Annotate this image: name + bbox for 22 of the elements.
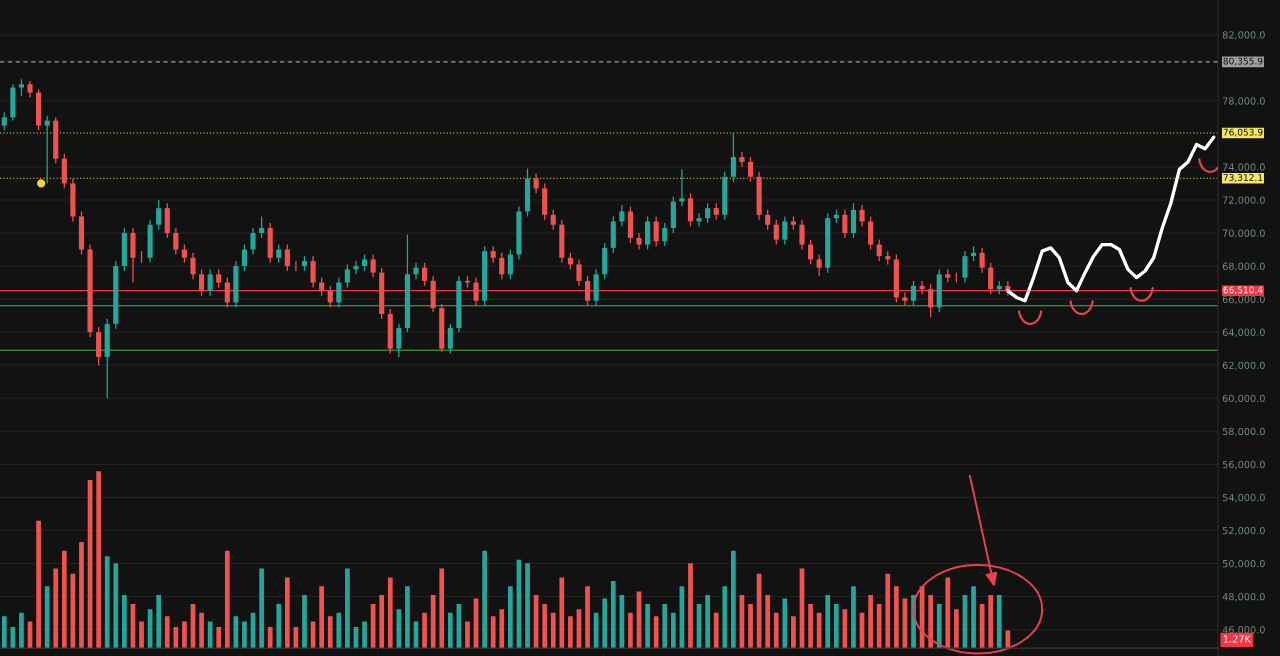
ref-line-label: 76,053.9 [1223,128,1263,137]
y-tick-label: 72,000.0 [1222,196,1265,205]
y-tick-label: 74,000.0 [1222,163,1265,172]
y-tick-label: 68,000.0 [1222,262,1265,271]
ref-line-label: 73,312.1 [1223,174,1263,182]
y-tick-label: 50,000.0 [1222,559,1265,569]
y-tick-label: 62,000.0 [1222,361,1265,370]
ref-line-label: 80,355.9 [1223,57,1263,66]
y-tick-label: 64,000.0 [1222,328,1265,337]
y-tick-label: 56,000.0 [1222,460,1265,470]
y-tick-label: 48,000.0 [1222,592,1265,602]
y-tick-label: 58,000.0 [1222,427,1265,437]
y-tick-label: 78,000.0 [1222,97,1265,106]
y-tick-label: 60,000.0 [1222,394,1265,404]
y-tick-label: 46,000.0 [1222,626,1265,635]
y-tick-label: 54,000.0 [1222,493,1265,503]
y-tick-label: 52,000.0 [1222,526,1265,536]
y-tick-label: 66,000.0 [1222,295,1265,304]
text: 1.27K [1223,635,1252,643]
y-tick-label: 82,000.0 [1222,31,1265,40]
y-tick-label: 70,000.0 [1222,229,1265,238]
ref-line-label: 66,510.4 [1223,286,1263,295]
